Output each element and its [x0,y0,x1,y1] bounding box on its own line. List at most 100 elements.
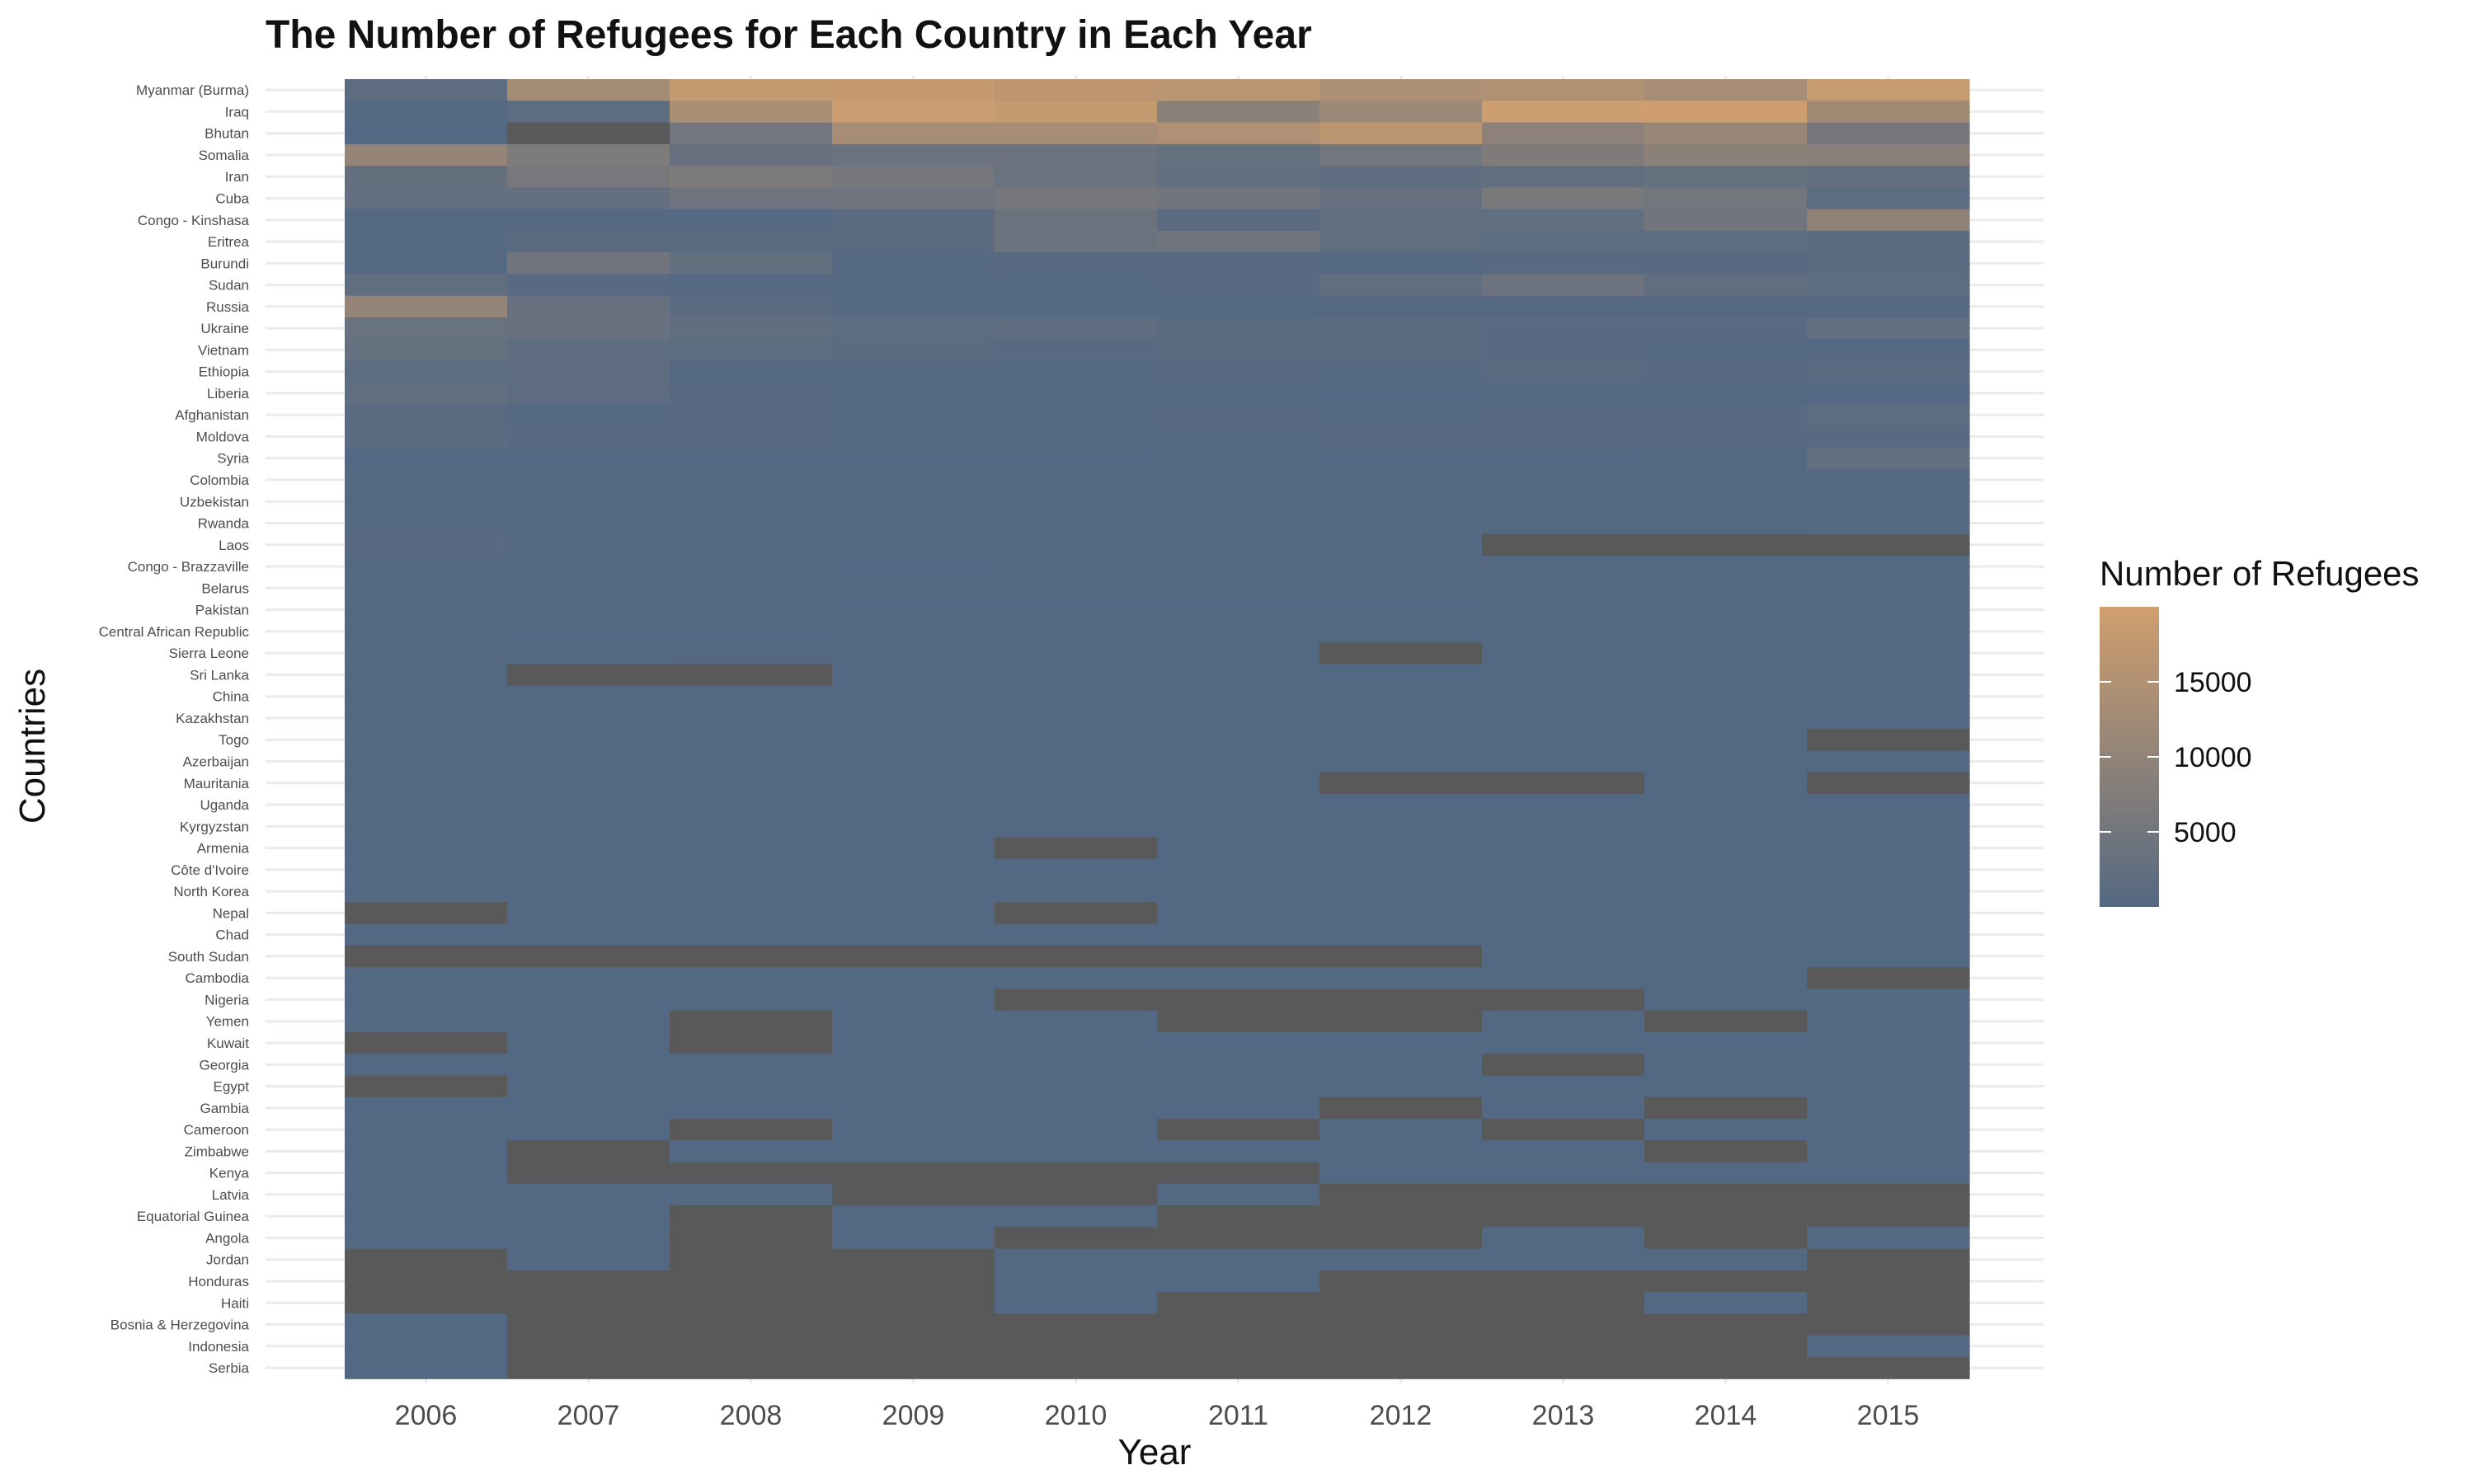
heatmap-cell [1319,425,1483,448]
heatmap-cell [995,404,1158,426]
heatmap-cell [832,101,995,124]
heatmap-cell [995,1248,1158,1271]
heatmap-cell [832,79,995,101]
heatmap-cell [1482,599,1645,622]
heatmap-cell [507,923,670,946]
heatmap-cell [1319,491,1483,513]
heatmap-cell [1482,187,1645,210]
heatmap-cell [1157,447,1320,470]
heatmap-cell [507,1183,670,1206]
color-legend: Number of Refugees 5000 10000 15000 [2100,554,2420,907]
heatmap-cell [832,555,995,578]
heatmap-cell [1319,447,1483,470]
heatmap-cell [1644,793,1808,816]
heatmap-cell [995,1054,1158,1077]
heatmap-cell [507,815,670,838]
heatmap-cell [832,707,995,730]
heatmap-cell [345,1054,508,1077]
y-tick-label: North Korea [173,884,249,899]
heatmap-cell [670,295,833,318]
heatmap-cell [345,274,508,297]
heatmap-cell [1644,79,1808,101]
heatmap-cell [1482,750,1645,773]
heatmap-cell [507,620,670,643]
heatmap-cell [1157,295,1320,318]
heatmap-cell [995,274,1158,297]
heatmap-cell [1319,512,1483,535]
heatmap-cell [832,664,995,687]
heatmap-cell [1807,491,1970,513]
heatmap-cell [507,79,670,101]
heatmap-cell [995,945,1158,968]
heatmap-cell [995,166,1158,188]
heatmap-cell [1807,447,1970,470]
heatmap-cell [1157,750,1320,773]
heatmap-cell [995,620,1158,643]
heatmap-cell [670,1031,833,1054]
x-tick-label: 2009 [882,1400,945,1431]
heatmap-cell [1482,1270,1645,1293]
heatmap-cell [1157,166,1320,188]
heatmap-cell [1319,339,1483,362]
heatmap-cell [1807,1205,1970,1228]
heatmap-cell [1482,815,1645,838]
heatmap-cell [995,512,1158,535]
heatmap-cell [1319,837,1483,860]
heatmap-cell [1157,491,1320,513]
heatmap-cell [345,166,508,188]
heatmap-cell [1482,1140,1645,1163]
heatmap-cell [1482,1118,1645,1141]
heatmap-cell [507,317,670,340]
heatmap-cell [1807,1118,1970,1141]
heatmap-cell [1644,1205,1808,1228]
heatmap-cell [995,1356,1158,1379]
heatmap-cell [1482,989,1645,1012]
heatmap-cell [345,491,508,513]
heatmap-cell [670,967,833,989]
heatmap-cell [832,642,995,665]
heatmap-cell [1807,1140,1970,1163]
heatmap-cell [1157,1075,1320,1098]
heatmap-cell [670,1313,833,1336]
heatmap-cell [670,1205,833,1228]
heatmap-cell [1319,685,1483,708]
heatmap-cell [1644,274,1808,297]
heatmap-cell [1644,707,1808,730]
heatmap-cell [507,209,670,232]
heatmap-cell [1807,360,1970,383]
heatmap-cell [345,1292,508,1314]
heatmap-cell [832,729,995,751]
heatmap-cell [995,1205,1158,1228]
heatmap-cell [1644,230,1808,253]
heatmap-cell [1319,274,1483,297]
heatmap-cell [832,1270,995,1293]
heatmap-cell [1807,1031,1970,1054]
heatmap-cell [1157,187,1320,210]
heatmap-cell [1644,880,1808,903]
heatmap-cell [1644,512,1808,535]
heatmap-cell [670,360,833,383]
heatmap-cell [1157,858,1320,881]
heatmap-cell [1644,317,1808,340]
heatmap-cell [1644,491,1808,513]
heatmap-cell [345,382,508,405]
heatmap-cell [1157,707,1320,730]
heatmap-cell [1482,143,1645,167]
heatmap-cell [1807,577,1970,600]
heatmap-cell [1157,143,1320,167]
heatmap-cell [1644,1075,1808,1098]
heatmap-cell [1157,252,1320,275]
heatmap-cell [345,880,508,903]
heatmap-cell [1807,79,1970,101]
heatmap-cell [1644,143,1808,167]
heatmap-cell [507,555,670,578]
y-tick-label: Indonesia [188,1339,249,1355]
heatmap-cell [1319,1183,1483,1206]
y-tick-label: Belarus [201,580,249,596]
heatmap-cell [1644,447,1808,470]
heatmap-cell [1319,555,1483,578]
y-tick-label: China [213,689,250,705]
heatmap-cell [507,729,670,751]
heatmap-cell [832,772,995,795]
heatmap-cell [1319,858,1483,881]
